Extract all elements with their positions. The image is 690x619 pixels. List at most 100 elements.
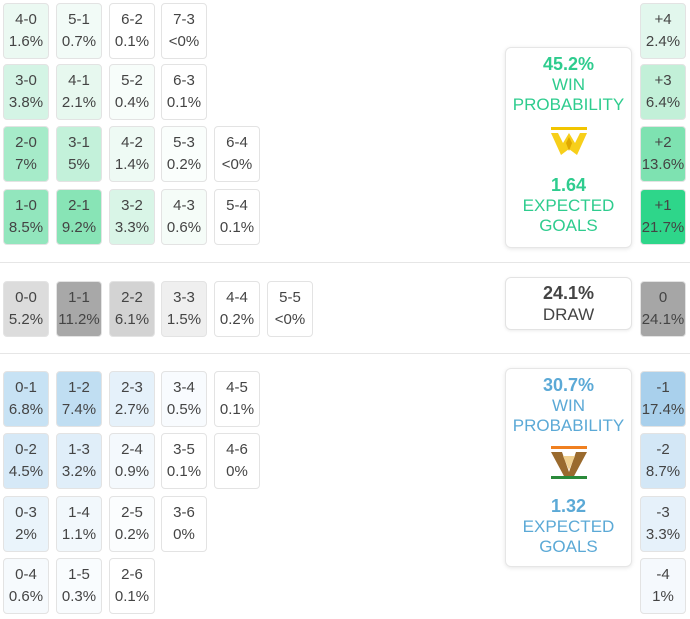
scoreline-cell: 5-3 0.2% bbox=[161, 126, 207, 182]
cell-label: 1-5 bbox=[68, 566, 90, 583]
scoreline-cell: 5-5 <0% bbox=[267, 281, 313, 337]
cell-label: 1-4 bbox=[68, 504, 90, 521]
cell-probability: 24.1% bbox=[641, 311, 685, 328]
scoreline-cell: 4-1 2.1% bbox=[56, 64, 102, 120]
cell-label: 4-4 bbox=[226, 289, 248, 306]
scoreline-cell: 4-2 1.4% bbox=[109, 126, 155, 182]
away-win-label: WIN PROBABILITY bbox=[512, 396, 625, 435]
cell-probability: <0% bbox=[221, 156, 253, 173]
cell-label: 4-6 bbox=[226, 441, 248, 458]
cell-probability: 7% bbox=[15, 156, 37, 173]
cell-label: 5-5 bbox=[279, 289, 301, 306]
scoreline-cell: 1-1 11.2% bbox=[56, 281, 102, 337]
section-divider bbox=[0, 262, 690, 263]
cell-label: +1 bbox=[654, 197, 672, 214]
goal-margin-cell: -2 8.7% bbox=[640, 433, 686, 489]
cell-probability: 3.3% bbox=[645, 526, 681, 543]
cell-label: 1-0 bbox=[15, 197, 37, 214]
draw-percentage: 24.1% bbox=[542, 282, 595, 303]
goal-margin-cell: +2 13.6% bbox=[640, 126, 686, 182]
cell-label: 4-1 bbox=[68, 72, 90, 89]
draw-label: DRAW bbox=[542, 304, 595, 324]
goal-margin-cell: +4 2.4% bbox=[640, 3, 686, 59]
cell-label: 0-2 bbox=[15, 441, 37, 458]
scoreline-cell: 5-2 0.4% bbox=[109, 64, 155, 120]
home-win-label: WIN PROBABILITY bbox=[512, 75, 625, 114]
cell-probability: 1.6% bbox=[8, 33, 44, 50]
goal-margin-cell: +1 21.7% bbox=[640, 189, 686, 245]
cell-label: 7-3 bbox=[173, 11, 195, 28]
scoreline-cell: 3-6 0% bbox=[161, 496, 207, 552]
cell-label: 4-2 bbox=[121, 134, 143, 151]
cell-label: -2 bbox=[656, 441, 670, 458]
cell-probability: 0% bbox=[173, 526, 195, 543]
away-win-percentage: 30.7% bbox=[542, 375, 595, 395]
cell-probability: 2% bbox=[15, 526, 37, 543]
cell-label: 3-4 bbox=[173, 379, 195, 396]
cell-probability: 0.4% bbox=[114, 94, 150, 111]
cell-probability: 0.2% bbox=[114, 526, 150, 543]
cell-probability: 1.5% bbox=[166, 311, 202, 328]
goal-margin-cell: -4 1% bbox=[640, 558, 686, 614]
cell-label: 3-6 bbox=[173, 504, 195, 521]
goal-margin-cell: -1 17.4% bbox=[640, 371, 686, 427]
scoreline-cell: 1-2 7.4% bbox=[56, 371, 102, 427]
scoreline-cell: 4-5 0.1% bbox=[214, 371, 260, 427]
cell-probability: 1% bbox=[652, 588, 674, 605]
cell-label: 1-1 bbox=[68, 289, 90, 306]
scoreline-cell: 2-5 0.2% bbox=[109, 496, 155, 552]
cell-probability: 13.6% bbox=[641, 156, 685, 173]
cell-label: 5-1 bbox=[68, 11, 90, 28]
scoreline-cell: 2-2 6.1% bbox=[109, 281, 155, 337]
cell-probability: 2.1% bbox=[61, 94, 97, 111]
cell-probability: 0.2% bbox=[166, 156, 202, 173]
scoreline-cell: 3-1 5% bbox=[56, 126, 102, 182]
cell-probability: 6.8% bbox=[8, 401, 44, 418]
cell-probability: 5.2% bbox=[8, 311, 44, 328]
cell-label: 4-5 bbox=[226, 379, 248, 396]
cell-probability: 0.6% bbox=[166, 219, 202, 236]
cell-probability: 0.1% bbox=[114, 588, 150, 605]
cell-label: -3 bbox=[656, 504, 670, 521]
cell-label: 0-0 bbox=[15, 289, 37, 306]
cell-label: 2-3 bbox=[121, 379, 143, 396]
scoreline-cell: 2-0 7% bbox=[3, 126, 49, 182]
scoreline-cell: 4-4 0.2% bbox=[214, 281, 260, 337]
cell-probability: 1.4% bbox=[114, 156, 150, 173]
cell-probability: 3.8% bbox=[8, 94, 44, 111]
scoreline-cell: 1-0 8.5% bbox=[3, 189, 49, 245]
scoreline-cell: 6-4 <0% bbox=[214, 126, 260, 182]
home-win-percentage: 45.2% bbox=[542, 54, 595, 74]
cell-label: +2 bbox=[654, 134, 672, 151]
cell-label: 0-4 bbox=[15, 566, 37, 583]
scoreline-cell: 0-2 4.5% bbox=[3, 433, 49, 489]
scoreline-cell: 2-1 9.2% bbox=[56, 189, 102, 245]
cell-label: 5-3 bbox=[173, 134, 195, 151]
cell-probability: 0.1% bbox=[114, 33, 150, 50]
cell-probability: 0.7% bbox=[61, 33, 97, 50]
scoreline-cell: 4-6 0% bbox=[214, 433, 260, 489]
cell-label: -1 bbox=[656, 379, 670, 396]
scoreline-cell: 4-3 0.6% bbox=[161, 189, 207, 245]
cell-label: 1-2 bbox=[68, 379, 90, 396]
cell-label: 2-2 bbox=[121, 289, 143, 306]
scoreline-cell: 1-3 3.2% bbox=[56, 433, 102, 489]
cell-label: 6-4 bbox=[226, 134, 248, 151]
cell-label: 4-0 bbox=[15, 11, 37, 28]
cell-probability: 0.1% bbox=[166, 463, 202, 480]
scoreline-cell: 3-3 1.5% bbox=[161, 281, 207, 337]
cell-probability: 5% bbox=[68, 156, 90, 173]
cell-probability: 2.7% bbox=[114, 401, 150, 418]
scoreline-cell: 3-5 0.1% bbox=[161, 433, 207, 489]
goal-margin-cell: +3 6.4% bbox=[640, 64, 686, 120]
cell-probability: 11.2% bbox=[58, 311, 100, 328]
cell-label: 2-1 bbox=[68, 197, 90, 214]
away-team-card: 30.7% WIN PROBABILITY 1.32 EXPECTED GOAL… bbox=[505, 368, 632, 567]
cell-probability: 6.4% bbox=[645, 94, 681, 111]
cell-label: 2-0 bbox=[15, 134, 37, 151]
cell-label: 6-2 bbox=[121, 11, 143, 28]
scoreline-cell: 4-0 1.6% bbox=[3, 3, 49, 59]
scoreline-cell: 2-4 0.9% bbox=[109, 433, 155, 489]
scoreline-cell: 6-3 0.1% bbox=[161, 64, 207, 120]
cell-probability: 0.9% bbox=[114, 463, 150, 480]
